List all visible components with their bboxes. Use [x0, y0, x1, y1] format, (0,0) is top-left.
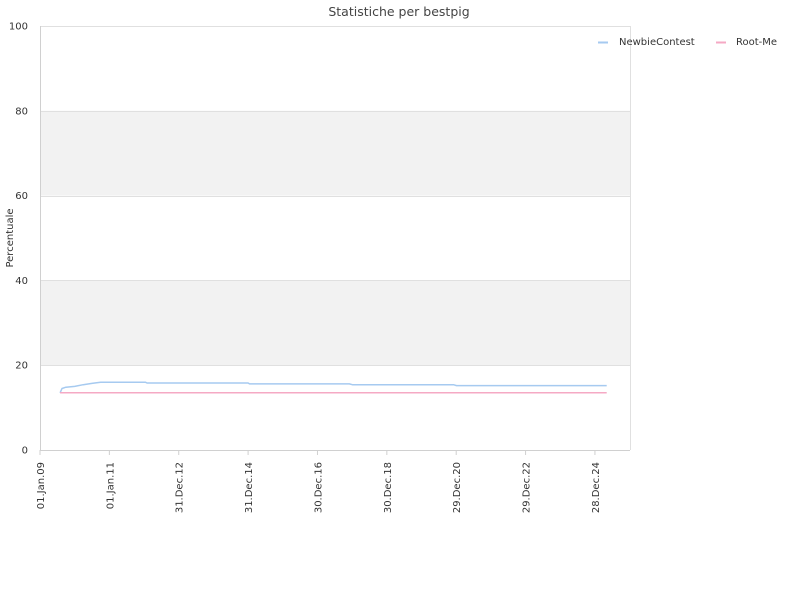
legend-item[interactable]: Root-Me [716, 37, 777, 48]
series-lines [59, 381, 607, 394]
plot-background-bands [40, 110, 630, 366]
x-tick-label: 29.Dec.20 [452, 462, 463, 513]
y-tick-label: 20 [15, 361, 28, 372]
plot-band [40, 110, 630, 196]
legend[interactable]: NewbieContest Root-Me [598, 37, 777, 48]
legend-label: NewbieContest [619, 37, 695, 48]
y-axis-ticks: 0 20 40 60 80 100 [9, 22, 28, 457]
x-tick-label: 31.Dec.14 [244, 462, 255, 513]
gridlines [40, 26, 630, 451]
x-tick-label: 31.Dec.12 [175, 462, 186, 513]
series-line-newbiecontest [59, 381, 607, 394]
legend-item[interactable]: NewbieContest [598, 37, 695, 48]
x-axis-ticks: 01.Jan.09 01.Jan.11 31.Dec.12 31.Dec.14 30.D… [36, 450, 602, 513]
x-tick-label: 28.Dec.24 [591, 462, 602, 513]
legend-label: Root-Me [736, 37, 777, 48]
axes [40, 26, 631, 451]
plot-band [40, 280, 630, 366]
y-tick-label: 100 [9, 22, 28, 33]
x-tick-label: 30.Dec.18 [383, 462, 394, 513]
y-tick-label: 0 [22, 446, 28, 457]
y-tick-label: 60 [15, 191, 28, 202]
x-tick-label: 01.Jan.11 [105, 462, 116, 509]
y-axis-label: Percentuale [5, 208, 16, 267]
x-tick-label: 01.Jan.09 [36, 462, 47, 509]
chart-title: Statistiche per bestpig [328, 4, 469, 19]
y-tick-label: 40 [15, 276, 28, 287]
x-tick-label: 29.Dec.22 [522, 462, 533, 513]
x-tick-label: 30.Dec.16 [313, 462, 324, 513]
y-tick-label: 80 [15, 106, 28, 117]
